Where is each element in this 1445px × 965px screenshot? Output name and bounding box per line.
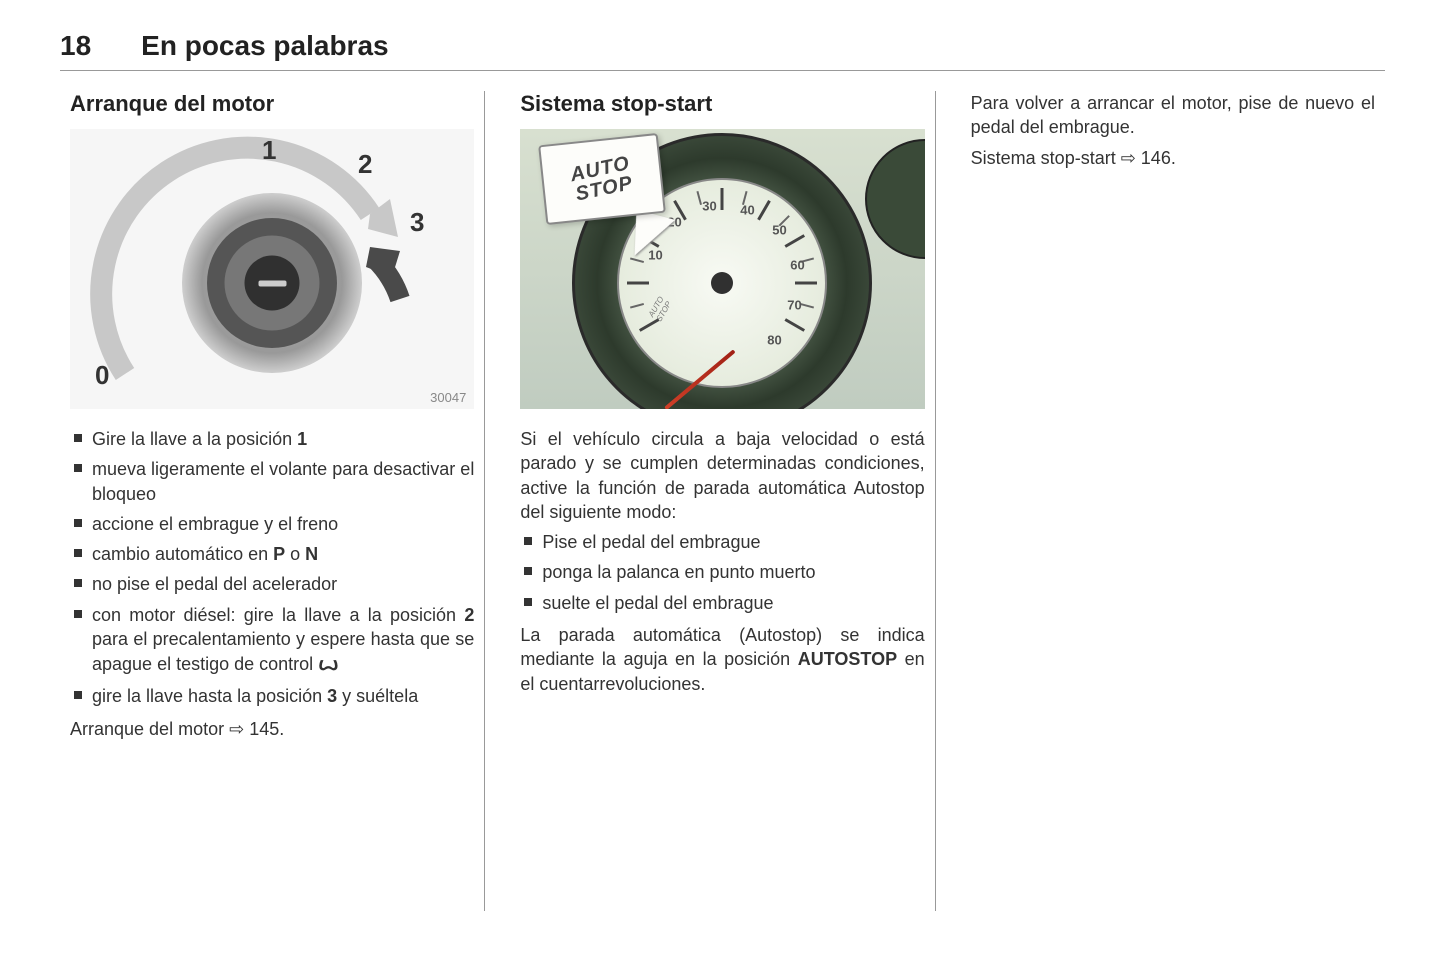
list-item: con motor diésel: gire la llave a la pos…: [70, 603, 474, 679]
page-number: 18: [60, 30, 91, 62]
column-1: Arranque del motor 0: [60, 91, 485, 911]
column-2: Sistema stop-start: [510, 91, 935, 911]
list-item: ponga la palanca en punto muerto: [520, 560, 924, 584]
col2-bullets: Pise el pedal del embrague ponga la pala…: [520, 530, 924, 615]
list-item: Gire la llave a la posición 1: [70, 427, 474, 451]
column-3: Para volver a arrancar el motor, pise de…: [961, 91, 1385, 911]
tick-num: 70: [787, 298, 801, 313]
col2-intro: Si el vehículo circula a baja velocidad …: [520, 427, 924, 524]
ignition-figure: 0 1 2 3 30047: [70, 129, 474, 409]
text: no pise el pedal del acelerador: [92, 574, 337, 594]
tick-num: 30: [702, 199, 716, 214]
col1-bullets: Gire la llave a la posición 1 mueva lige…: [70, 427, 474, 709]
text: Pise el pedal del embrague: [542, 532, 760, 552]
side-gauge: [865, 139, 925, 259]
needle-hub: [711, 272, 733, 294]
page-header: 18 En pocas palabras: [60, 30, 1385, 71]
tick-num: 40: [740, 203, 754, 218]
tick-num: 50: [772, 223, 786, 238]
text: y suéltela: [337, 686, 418, 706]
text: o: [285, 544, 305, 564]
text: Sistema stop-start: [971, 148, 1121, 168]
col2-outro: La parada automática (Autostop) se indic…: [520, 623, 924, 696]
text: ponga la palanca en punto muerto: [542, 562, 815, 582]
tick-num: 60: [790, 258, 804, 273]
autostop-bubble-text: AUTOSTOP: [569, 153, 636, 205]
ignition-pos-1: 1: [262, 135, 276, 166]
bold: 3: [327, 686, 337, 706]
ref: 146.: [1141, 148, 1176, 168]
text: gire la llave hasta la posición: [92, 686, 327, 706]
tachometer-figure: 10 20 30 40 50 60 70 80 AUTOSTOP: [520, 129, 924, 409]
list-item: cambio automático en P o N: [70, 542, 474, 566]
list-item: accione el embrague y el freno: [70, 512, 474, 536]
bold: N: [305, 544, 318, 564]
list-item: Pise el pedal del embrague: [520, 530, 924, 554]
bold: AUTOSTOP: [798, 649, 897, 669]
preheat-icon: ꙍ: [318, 653, 337, 675]
col1-heading: Arranque del motor: [70, 91, 474, 117]
list-item: suelte el pedal del embrague: [520, 591, 924, 615]
page-title: En pocas palabras: [141, 30, 388, 62]
autostop-bubble: AUTOSTOP: [538, 133, 666, 225]
ref-arrow-icon: ⇨: [229, 719, 249, 739]
col3-p1: Para volver a arrancar el motor, pise de…: [971, 91, 1375, 140]
ignition-caption: 30047: [430, 390, 466, 405]
ignition-pos-2: 2: [358, 149, 372, 180]
text: con motor diésel: gire la llave a la pos…: [92, 605, 464, 625]
list-item: mueva ligeramente el volante para desact…: [70, 457, 474, 506]
text: suelte el pedal del embrague: [542, 593, 773, 613]
needle: [665, 349, 737, 409]
tick-num: 80: [767, 333, 781, 348]
ignition-pos-3: 3: [410, 207, 424, 238]
text: cambio automático en: [92, 544, 273, 564]
bold: 1: [297, 429, 307, 449]
ref: 145.: [249, 719, 284, 739]
list-item: no pise el pedal del acelerador: [70, 572, 474, 596]
col2-heading: Sistema stop-start: [520, 91, 924, 117]
ref-arrow-icon: ⇨: [1121, 148, 1141, 168]
text: Gire la llave a la posición: [92, 429, 297, 449]
columns: Arranque del motor 0: [60, 91, 1385, 911]
bold: P: [273, 544, 285, 564]
text: accione el embrague y el freno: [92, 514, 338, 534]
bold: 2: [464, 605, 474, 625]
text: mueva ligeramente el volante para desact…: [92, 459, 474, 503]
col3-p2: Sistema stop-start ⇨ 146.: [971, 146, 1375, 170]
list-item: gire la llave hasta la posición 3 y suél…: [70, 684, 474, 708]
text: Arranque del motor: [70, 719, 229, 739]
text: para el precalentamiento y espere hasta …: [92, 629, 474, 674]
ignition-pos-0: 0: [95, 360, 109, 391]
col1-footer: Arranque del motor ⇨ 145.: [70, 717, 474, 741]
gauge-autostop-label: AUTOSTOP: [647, 295, 674, 323]
